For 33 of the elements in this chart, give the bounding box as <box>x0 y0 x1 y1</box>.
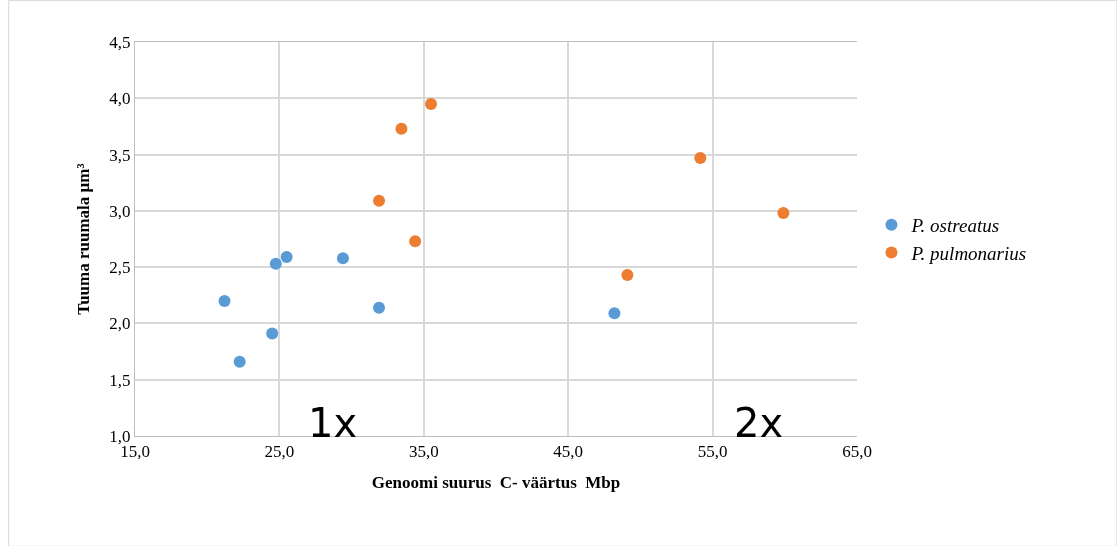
x-tick-label: 25,0 <box>264 442 295 462</box>
point <box>373 194 386 207</box>
point <box>694 151 707 164</box>
y-tick-label: 2,0 <box>109 314 131 334</box>
x-tick-label: 35,0 <box>408 442 439 462</box>
x-axis-title: Genoomi suurus C- väärtus Mbp <box>371 472 621 492</box>
point <box>269 257 282 270</box>
y-axis-title: Tuuma ruumala µm³ <box>73 163 93 315</box>
point <box>409 235 422 248</box>
point <box>233 355 246 368</box>
x-tick-label: 55,0 <box>697 442 728 462</box>
point <box>395 122 408 135</box>
y-tick-label: 2,5 <box>109 258 131 278</box>
point <box>777 207 790 220</box>
point <box>425 97 438 110</box>
y-tick-label: 4,0 <box>109 89 131 109</box>
point <box>373 301 386 314</box>
y-tick-label: 3,5 <box>109 145 131 165</box>
y-tick-label: 4,5 <box>109 32 131 52</box>
y-tick-label: 3,0 <box>109 201 131 221</box>
x-tick-label: 65,0 <box>842 442 872 462</box>
point <box>218 294 231 307</box>
x-tick-label: 45,0 <box>553 442 584 462</box>
legend-label: P. pulmonarius <box>910 242 1027 264</box>
point <box>608 307 621 320</box>
point <box>266 327 279 340</box>
point <box>621 269 634 282</box>
point <box>280 251 293 263</box>
annotation: 2x <box>734 400 784 446</box>
y-tick-label: 1,5 <box>109 370 131 390</box>
point <box>336 252 349 265</box>
legend-label: P. ostreatus <box>910 215 1000 237</box>
annotation: 1x <box>308 400 358 446</box>
